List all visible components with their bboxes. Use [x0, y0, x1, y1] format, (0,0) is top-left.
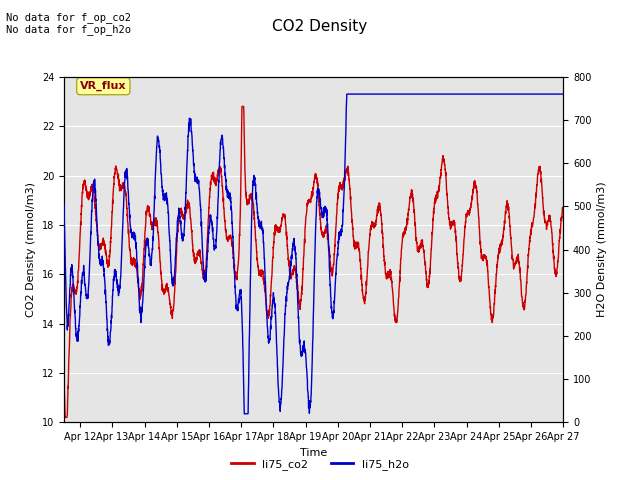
Legend: li75_co2, li75_h2o: li75_co2, li75_h2o: [227, 455, 413, 474]
Text: CO2 Density: CO2 Density: [273, 19, 367, 34]
Y-axis label: CO2 Density (mmol/m3): CO2 Density (mmol/m3): [26, 182, 36, 317]
X-axis label: Time: Time: [300, 448, 327, 457]
Text: VR_flux: VR_flux: [80, 81, 127, 91]
Text: No data for f_op_co2
No data for f_op_h2o: No data for f_op_co2 No data for f_op_h2…: [6, 12, 131, 36]
Y-axis label: H2O Density (mmol/m3): H2O Density (mmol/m3): [597, 182, 607, 317]
